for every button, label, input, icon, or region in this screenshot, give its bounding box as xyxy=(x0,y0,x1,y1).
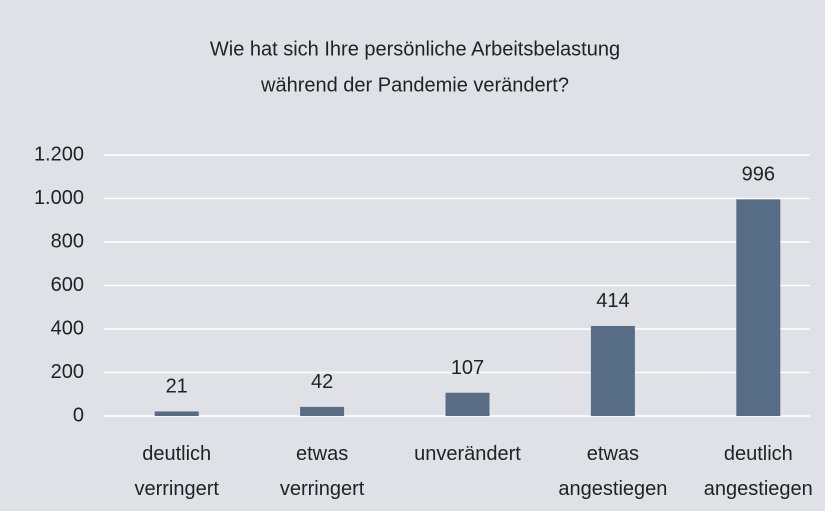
y-tick-label: 0 xyxy=(73,404,84,426)
y-tick-label: 800 xyxy=(51,230,84,252)
y-tick-label: 1.000 xyxy=(34,187,84,209)
y-tick-label: 1.200 xyxy=(34,143,84,165)
x-tick-label: unverändert xyxy=(414,443,521,465)
bar xyxy=(300,406,345,416)
data-label: 414 xyxy=(596,290,629,312)
data-label: 21 xyxy=(166,376,188,398)
bar xyxy=(154,411,199,416)
x-tick-label: etwas angestiegen xyxy=(558,443,667,500)
y-tick-label: 400 xyxy=(51,317,84,339)
chart-title: Wie hat sich Ihre persönliche Arbeitsbel… xyxy=(210,38,620,60)
bar xyxy=(590,325,635,416)
chart-title: während der Pandemie verändert? xyxy=(260,74,569,96)
bar xyxy=(445,392,490,416)
x-tick-label: etwas verringert xyxy=(280,443,365,500)
data-label: 996 xyxy=(742,164,775,186)
bar xyxy=(736,199,781,416)
data-label: 107 xyxy=(451,357,484,379)
x-tick-label: deutlich angestiegen xyxy=(704,443,813,500)
y-tick-label: 200 xyxy=(51,361,84,383)
y-tick-label: 600 xyxy=(51,274,84,296)
x-tick-label: deutlich verringert xyxy=(134,443,219,500)
data-label: 42 xyxy=(311,371,333,393)
